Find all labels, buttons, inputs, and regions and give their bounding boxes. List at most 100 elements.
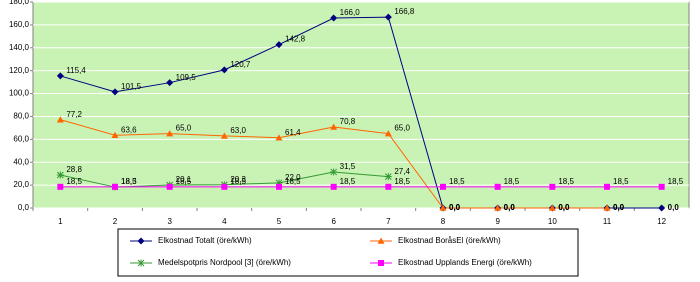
- data-label: 115,4: [66, 66, 86, 75]
- marker: [276, 183, 282, 190]
- y-tick-label: 100,0: [9, 89, 30, 98]
- y-tick-label: 120,0: [9, 66, 30, 75]
- marker: [166, 130, 174, 137]
- data-label: 0,0: [449, 203, 461, 212]
- marker: [378, 260, 384, 266]
- marker: [56, 171, 64, 179]
- x-tick-label: 10: [548, 217, 557, 226]
- data-label: 18,5: [340, 177, 356, 186]
- x-tick-label: 5: [277, 217, 282, 226]
- x-tick-label: 3: [167, 217, 172, 226]
- legend-label: Elkostnad Totalt (öre/kWh): [158, 236, 252, 245]
- data-label: 18,5: [449, 177, 465, 186]
- marker: [330, 168, 338, 176]
- data-label: 20,3: [230, 175, 246, 184]
- data-label: 61,4: [285, 128, 301, 137]
- marker: [111, 131, 119, 139]
- y-tick-label: 0,0: [18, 203, 30, 212]
- marker: [57, 183, 64, 190]
- data-label: 77,2: [66, 110, 82, 119]
- marker: [377, 237, 385, 244]
- data-label: 0,0: [613, 203, 625, 212]
- data-label: 0,0: [558, 203, 570, 212]
- marker: [384, 13, 392, 21]
- data-label: 0,0: [668, 203, 680, 212]
- y-tick-label: 160,0: [9, 20, 30, 29]
- x-tick-label: 12: [657, 217, 666, 226]
- y-tick-label: 60,0: [13, 134, 29, 143]
- x-tick-label: 4: [222, 217, 227, 226]
- data-label: 27,4: [394, 167, 410, 176]
- marker: [166, 79, 174, 87]
- data-label: 22,0: [285, 173, 301, 182]
- marker: [111, 88, 119, 96]
- marker: [385, 183, 392, 190]
- marker: [56, 72, 64, 80]
- data-label: 0,0: [504, 203, 516, 212]
- data-label: 65,0: [176, 124, 192, 133]
- marker: [330, 14, 338, 22]
- data-label: 142,8: [285, 35, 306, 44]
- data-label: 20,1: [176, 175, 192, 184]
- data-label: 18,5: [230, 177, 246, 186]
- marker: [137, 237, 145, 245]
- data-label: 18,5: [66, 177, 82, 186]
- marker: [604, 183, 610, 190]
- data-label: 120,7: [230, 60, 251, 69]
- plot-area: [32, 1, 690, 209]
- data-label: 18,5: [176, 177, 192, 186]
- marker: [549, 183, 556, 190]
- data-label: 0,0: [558, 203, 570, 212]
- data-label: 18,5: [504, 177, 520, 186]
- data-label: 0,0: [504, 203, 516, 212]
- marker: [439, 204, 447, 211]
- y-tick-label: 40,0: [13, 157, 29, 166]
- data-label: 166,8: [394, 7, 415, 16]
- marker: [275, 134, 283, 141]
- marker: [494, 183, 501, 190]
- marker: [440, 183, 446, 190]
- x-tick-label: 1: [58, 217, 63, 226]
- data-label: 18,5: [613, 177, 629, 186]
- y-tick-label: 180,0: [9, 0, 30, 6]
- legend: [117, 228, 579, 277]
- marker: [658, 204, 666, 212]
- marker: [221, 183, 228, 190]
- data-label: 166,0: [340, 8, 361, 17]
- data-label: 0,0: [449, 203, 461, 212]
- marker: [658, 183, 665, 190]
- y-tick-label: 20,0: [13, 180, 29, 189]
- data-label: 70,8: [340, 117, 356, 126]
- data-label: 18,5: [394, 177, 410, 186]
- data-label: 18,5: [121, 177, 137, 186]
- x-tick-label: 7: [386, 217, 391, 226]
- data-label: 18,5: [285, 177, 301, 186]
- x-tick-label: 9: [495, 217, 500, 226]
- data-label: 63,6: [121, 125, 137, 134]
- marker: [220, 66, 228, 74]
- marker: [384, 130, 392, 137]
- marker: [275, 179, 283, 187]
- y-tick-label: 80,0: [13, 112, 29, 121]
- y-tick-label: 140,0: [9, 43, 30, 52]
- x-tick-label: 11: [603, 217, 612, 226]
- marker: [330, 183, 337, 190]
- data-label: 18,3: [121, 177, 137, 186]
- data-label: 31,5: [340, 162, 356, 171]
- marker: [56, 116, 64, 123]
- legend-label: Medelspotpris Nordpool [3] (öre/kWh): [158, 258, 291, 267]
- data-label: 28,8: [66, 165, 82, 174]
- marker: [384, 173, 392, 181]
- x-tick-label: 2: [113, 217, 118, 226]
- data-label: 65,0: [394, 124, 410, 133]
- data-label: 109,5: [176, 73, 197, 82]
- x-tick-label: 6: [331, 217, 336, 226]
- marker: [330, 123, 338, 130]
- legend-label: Elkostnad Upplands Energi (öre/kWh): [398, 258, 532, 267]
- marker: [275, 41, 283, 49]
- marker: [548, 204, 556, 211]
- marker: [137, 259, 145, 267]
- marker: [112, 183, 118, 190]
- marker: [603, 204, 611, 211]
